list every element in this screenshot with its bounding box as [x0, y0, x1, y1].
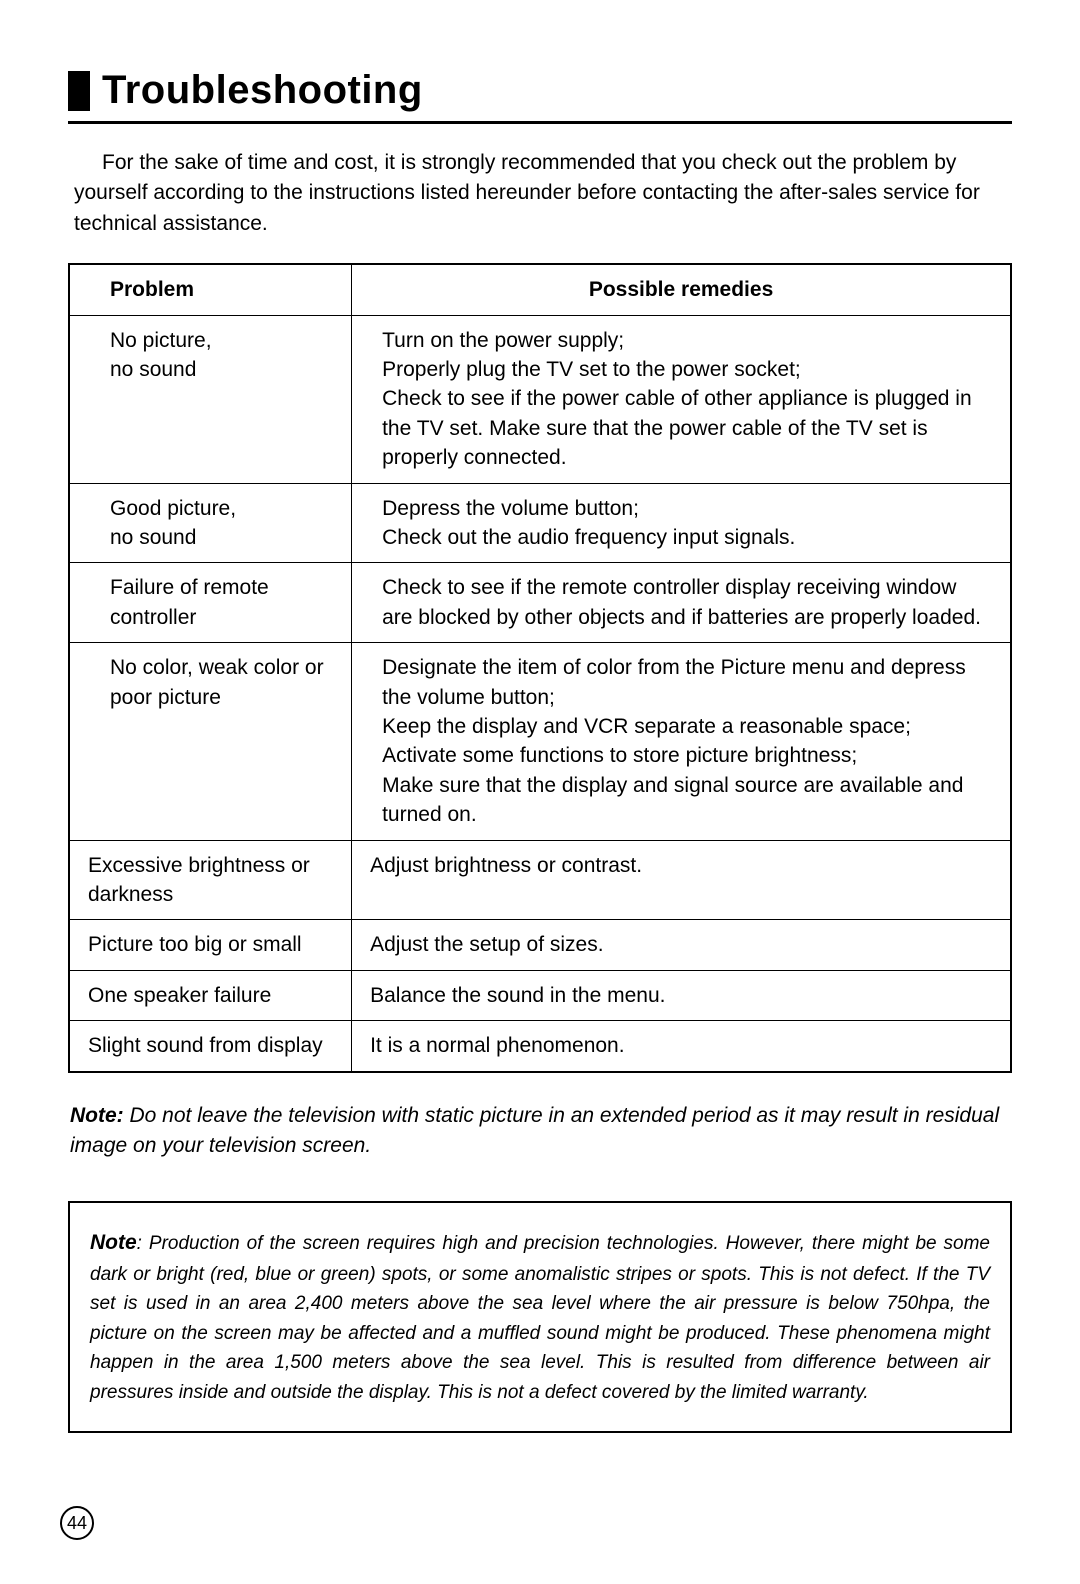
page-number-badge: 44 [60, 1506, 94, 1540]
note-label: Note: [70, 1104, 124, 1127]
note-production-box: Note: Production of the screen requires … [68, 1201, 1012, 1433]
note-text: Production of the screen requires high a… [90, 1233, 990, 1402]
note-static-picture: Note: Do not leave the television with s… [68, 1101, 1012, 1162]
table-row: Excessive brightness or darkness Adjust … [69, 840, 1011, 920]
table-header-row: Problem Possible remedies [69, 264, 1011, 315]
remedy-cell: Adjust the setup of sizes. [352, 920, 1011, 970]
problem-cell: Slight sound from display [69, 1021, 352, 1072]
remedy-cell: Balance the sound in the menu. [352, 970, 1011, 1020]
problem-cell: Excessive brightness or darkness [69, 840, 352, 920]
problem-cell: No picture,no sound [69, 315, 352, 483]
table-row: No picture,no sound Turn on the power su… [69, 315, 1011, 483]
remedy-cell: Designate the item of color from the Pic… [352, 643, 1011, 840]
table-row: No color, weak color or poor picture Des… [69, 643, 1011, 840]
problem-cell: Failure of remote controller [69, 563, 352, 643]
problem-cell: Picture too big or small [69, 920, 352, 970]
table-row: Failure of remote controller Check to se… [69, 563, 1011, 643]
table-row: Good picture,no sound Depress the volume… [69, 483, 1011, 563]
remedy-cell: Check to see if the remote controller di… [352, 563, 1011, 643]
page-number: 44 [67, 1513, 87, 1534]
title-accent-bar [68, 71, 90, 111]
table-row: Picture too big or small Adjust the setu… [69, 920, 1011, 970]
remedy-cell: It is a normal phenomenon. [352, 1021, 1011, 1072]
problem-cell: No color, weak color or poor picture [69, 643, 352, 840]
section-header: Troubleshooting [68, 68, 1012, 124]
remedy-cell: Adjust brightness or contrast. [352, 840, 1011, 920]
table-row: One speaker failure Balance the sound in… [69, 970, 1011, 1020]
intro-paragraph: For the sake of time and cost, it is str… [68, 148, 1012, 239]
header-remedy: Possible remedies [352, 264, 1011, 315]
note-colon: : [137, 1233, 149, 1254]
intro-text: For the sake of time and cost, it is str… [74, 151, 980, 235]
problem-cell: One speaker failure [69, 970, 352, 1020]
note-label: Note [90, 1231, 137, 1254]
troubleshooting-table: Problem Possible remedies No picture,no … [68, 263, 1012, 1072]
page-title: Troubleshooting [102, 68, 423, 113]
remedy-cell: Turn on the power supply;Properly plug t… [352, 315, 1011, 483]
header-problem: Problem [69, 264, 352, 315]
note-text: Do not leave the television with static … [70, 1104, 999, 1157]
table-row: Slight sound from display It is a normal… [69, 1021, 1011, 1072]
problem-cell: Good picture,no sound [69, 483, 352, 563]
remedy-cell: Depress the volume button;Check out the … [352, 483, 1011, 563]
